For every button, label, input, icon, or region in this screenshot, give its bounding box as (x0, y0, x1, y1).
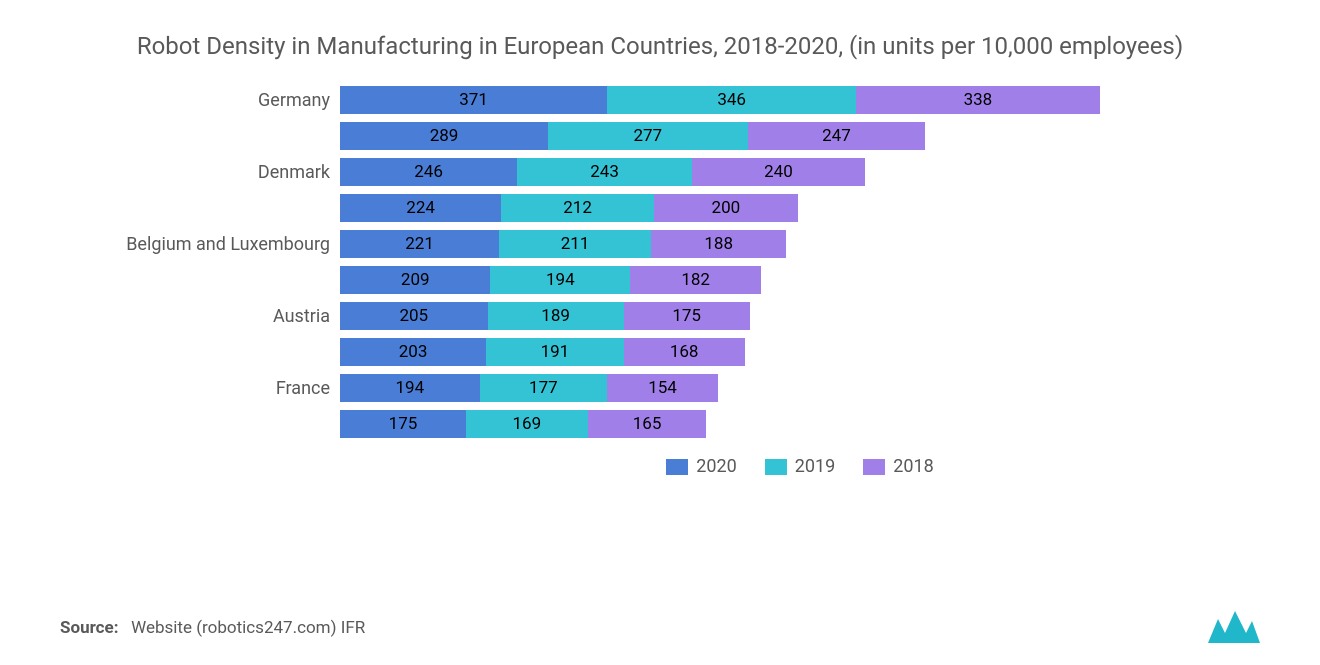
bar-segment-2018: 175 (624, 302, 750, 330)
bar-segment-2019: 177 (480, 374, 607, 402)
y-axis-labels: Germany Denmark Belgium and Luxembourg Aust… (60, 82, 340, 442)
source-text: Website (robotics247.com) IFR (131, 618, 365, 638)
bar-stack: 246243240 (340, 158, 865, 186)
bar-segment-2018: 188 (651, 230, 786, 258)
bar-row: 221211188 (340, 226, 1260, 262)
bar-segment-2020: 209 (340, 266, 490, 294)
bar-segment-2018: 165 (588, 410, 707, 438)
bar-segment-2019: 194 (490, 266, 630, 294)
bar-segment-2019: 243 (517, 158, 692, 186)
bar-segment-2018: 154 (607, 374, 718, 402)
chart-legend: 2020 2019 2018 (60, 442, 1260, 477)
bar-row: 203191168 (340, 334, 1260, 370)
bar-row: 205189175 (340, 298, 1260, 334)
bar-segment-2019: 212 (501, 194, 654, 222)
bar-segment-2018: 247 (748, 122, 926, 150)
bar-segment-2019: 169 (466, 410, 588, 438)
bar-segment-2020: 205 (340, 302, 488, 330)
y-axis-label (60, 262, 340, 298)
chart-body: Germany Denmark Belgium and Luxembourg Aust… (60, 82, 1260, 442)
bar-segment-2019: 277 (548, 122, 747, 150)
legend-item-2018: 2018 (863, 456, 933, 477)
bar-stack: 224212200 (340, 194, 798, 222)
bar-segment-2019: 191 (486, 338, 624, 366)
bar-segment-2018: 168 (624, 338, 745, 366)
bar-stack: 371346338 (340, 86, 1100, 114)
y-axis-label (60, 118, 340, 154)
bar-row: 194177154 (340, 370, 1260, 406)
bar-segment-2020: 203 (340, 338, 486, 366)
y-axis-label (60, 406, 340, 442)
legend-label: 2018 (893, 456, 933, 477)
bar-row: 246243240 (340, 154, 1260, 190)
brand-logo-icon (1208, 609, 1260, 647)
bar-segment-2020: 371 (340, 86, 607, 114)
chart-title: Robot Density in Manufacturing in Europe… (60, 30, 1260, 82)
bar-segment-2020: 175 (340, 410, 466, 438)
bar-segment-2020: 221 (340, 230, 499, 258)
chart-footer: Source: Website (robotics247.com) IFR (60, 609, 1260, 647)
legend-swatch (863, 459, 885, 475)
bar-stack: 203191168 (340, 338, 745, 366)
bar-stack: 209194182 (340, 266, 761, 294)
y-axis-label: France (60, 370, 340, 406)
y-axis-label: Denmark (60, 154, 340, 190)
bar-stack: 221211188 (340, 230, 786, 258)
y-axis-label (60, 334, 340, 370)
bar-segment-2018: 338 (856, 86, 1099, 114)
y-axis-label: Austria (60, 298, 340, 334)
legend-item-2020: 2020 (666, 456, 736, 477)
legend-label: 2020 (696, 456, 736, 477)
bar-stack: 205189175 (340, 302, 750, 330)
source-line: Source: Website (robotics247.com) IFR (60, 618, 365, 638)
bar-row: 371346338 (340, 82, 1260, 118)
bar-segment-2019: 346 (607, 86, 856, 114)
bar-segment-2018: 200 (654, 194, 798, 222)
bar-stack: 289277247 (340, 122, 925, 150)
legend-swatch (765, 459, 787, 475)
bars-area: 3713463382892772472462432402242122002212… (340, 82, 1260, 442)
bar-segment-2020: 194 (340, 374, 480, 402)
bar-segment-2020: 224 (340, 194, 501, 222)
bar-row: 175169165 (340, 406, 1260, 442)
bar-segment-2019: 211 (499, 230, 651, 258)
bar-segment-2020: 246 (340, 158, 517, 186)
bar-segment-2018: 240 (692, 158, 865, 186)
bar-row: 209194182 (340, 262, 1260, 298)
source-prefix: Source: (60, 618, 118, 638)
bar-stack: 194177154 (340, 374, 718, 402)
bar-segment-2020: 289 (340, 122, 548, 150)
y-axis-label: Belgium and Luxembourg (60, 226, 340, 262)
y-axis-label: Germany (60, 82, 340, 118)
y-axis-label (60, 190, 340, 226)
bar-segment-2018: 182 (630, 266, 761, 294)
legend-item-2019: 2019 (765, 456, 835, 477)
bar-segment-2019: 189 (488, 302, 624, 330)
legend-swatch (666, 459, 688, 475)
bar-stack: 175169165 (340, 410, 706, 438)
bar-row: 289277247 (340, 118, 1260, 154)
bar-row: 224212200 (340, 190, 1260, 226)
chart-container: Robot Density in Manufacturing in Europe… (0, 0, 1320, 665)
legend-label: 2019 (795, 456, 835, 477)
